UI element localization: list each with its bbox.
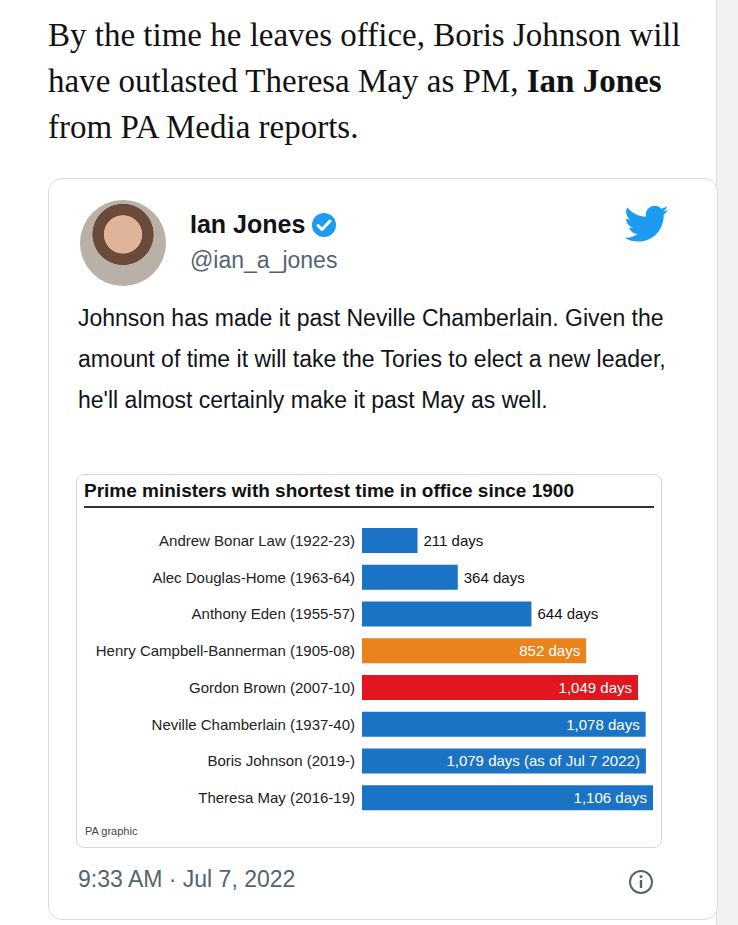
svg-text:852 days: 852 days — [519, 642, 580, 659]
svg-text:Neville Chamberlain (1937-40): Neville Chamberlain (1937-40) — [152, 716, 355, 733]
svg-text:1,079 days (as of Jul 7 2022): 1,079 days (as of Jul 7 2022) — [446, 752, 639, 769]
html-text:9:33 AM · Jul 7, 2022: 9:33 AM · Jul 7, 2022 — [78, 866, 296, 892]
html-text:PA graphic: PA graphic — [85, 825, 138, 837]
svg-text:211 days: 211 days — [424, 532, 484, 549]
html-text:Prime ministers with shortest: Prime ministers with shortest time in of… — [84, 480, 574, 501]
html-text:By the time he leaves office,: By the time he leaves office, Boris John… — [48, 17, 681, 99]
svg-text:Boris Johnson (2019-): Boris Johnson (2019-) — [207, 752, 355, 769]
svg-text:Theresa May (2016-19): Theresa May (2016-19) — [198, 789, 355, 806]
svg-text:Andrew Bonar Law (1922-23): Andrew Bonar Law (1922-23) — [159, 532, 355, 549]
svg-text:Anthony Eden (1955-57): Anthony Eden (1955-57) — [192, 605, 355, 622]
svg-text:Henry Campbell-Bannerman (1905: Henry Campbell-Bannerman (1905-08) — [96, 642, 355, 659]
svg-text:644 days: 644 days — [537, 605, 598, 622]
svg-text:1,106 days: 1,106 days — [574, 789, 647, 806]
html-text:Ian Jones: Ian Jones — [190, 210, 306, 238]
html-text:@ian_a_jones: @ian_a_jones — [190, 247, 338, 273]
svg-text:1,078 days: 1,078 days — [566, 716, 639, 733]
html-text:Johnson has made it past Nevil: Johnson has made it past Neville Chamber… — [78, 305, 666, 413]
html-text:from PA Media reports.: from PA Media reports. — [48, 109, 359, 145]
svg-text:364 days: 364 days — [464, 569, 525, 586]
svg-text:1,049 days: 1,049 days — [559, 679, 632, 696]
svg-text:Gordon Brown (2007-10): Gordon Brown (2007-10) — [189, 679, 355, 696]
svg-text:Alec Douglas-Home (1963-64): Alec Douglas-Home (1963-64) — [152, 569, 355, 586]
